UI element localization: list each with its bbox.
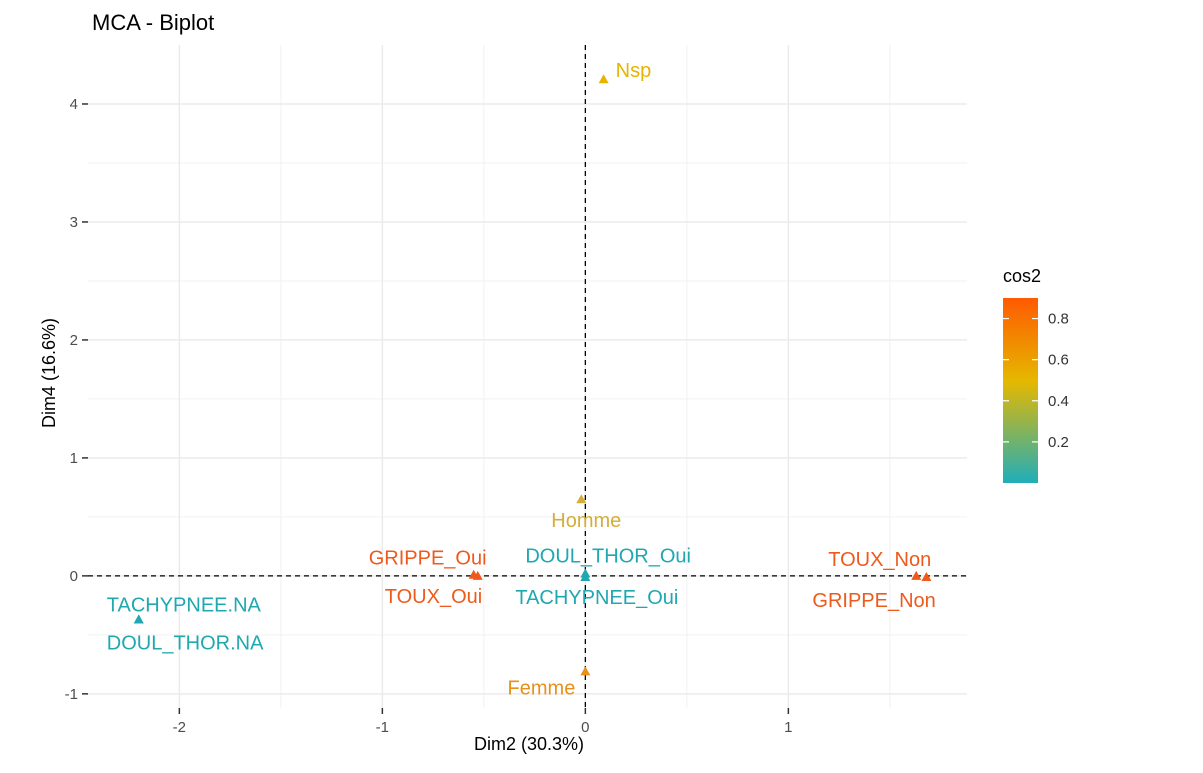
point-label-grippe-non: GRIPPE_Non [812,590,935,612]
legend-title: cos2 [1003,266,1041,286]
x-tick-label: -2 [173,719,186,736]
legend-tick-label: 0.4 [1048,393,1069,410]
x-axis-title: Dim2 (30.3%) [474,734,584,754]
point-grippe-non [921,572,932,582]
x-tick-label: 1 [784,719,792,736]
point-label-tachypnee-na: TACHYPNEE.NA [107,595,262,617]
point-homme [576,494,587,504]
y-tick-label: 4 [70,96,78,113]
point-label-nsp: Nsp [616,60,652,82]
point-label-tachypnee-oui: TACHYPNEE_Oui [515,587,678,609]
point-femme [580,666,591,676]
x-tick-label: 0 [581,719,589,736]
point-label-doul-thor-na: DOUL_THOR.NA [107,633,264,655]
point-toux-oui [472,570,483,580]
point-label-homme: Homme [551,510,621,532]
y-tick-label: 3 [70,214,78,231]
point-label-doul-thor-oui: DOUL_THOR_Oui [525,546,691,568]
legend-colorbar [1003,298,1038,483]
y-tick-label: 2 [70,332,78,349]
point-label-grippe-oui: GRIPPE_Oui [369,548,487,570]
x-tick-label: -1 [376,719,389,736]
axis-ticks: -2 -1 0 1 -1 0 1 2 3 4 [65,96,793,736]
data-points: Nsp Homme Femme GRIPPE_Oui TOUX_Oui DOUL_THOR… [107,60,936,699]
point-toux-non [911,570,922,580]
point-label-toux-non: TOUX_Non [828,549,931,571]
legend-tick-label: 0.8 [1048,311,1069,328]
grid-minor [88,45,967,708]
chart-title: MCA - Biplot [92,10,214,35]
point-label-femme: Femme [508,677,576,699]
legend-tick-label: 0.6 [1048,352,1069,369]
reference-lines [88,45,967,708]
y-tick-label: -1 [65,686,78,703]
y-axis-title: Dim4 (16.6%) [39,318,59,428]
y-tick-label: 0 [70,568,78,585]
y-tick-label: 1 [70,450,78,467]
legend: cos2 0.8 0.6 0.4 0.2 [1003,266,1069,483]
point-tachypnee-oui [580,572,591,582]
point-doul-thor-na [133,614,144,624]
point-label-toux-oui: TOUX_Oui [385,586,482,608]
legend-ticks: 0.8 0.6 0.4 0.2 [1003,311,1069,451]
point-nsp [598,74,609,84]
legend-tick-label: 0.2 [1048,434,1069,451]
